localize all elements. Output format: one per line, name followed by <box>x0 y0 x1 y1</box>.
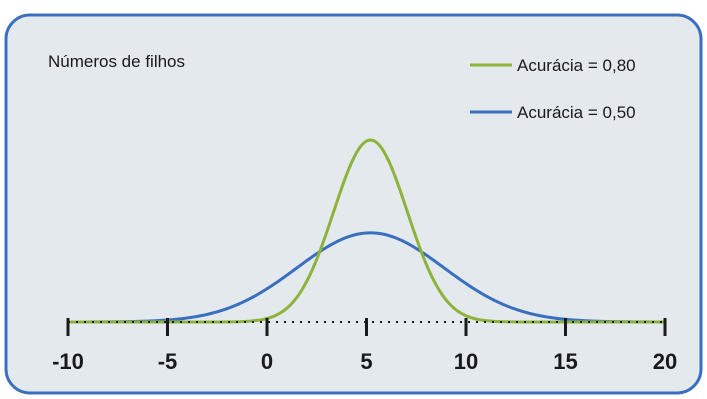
x-tick-label: 20 <box>653 349 677 374</box>
x-tick-label: 0 <box>261 349 273 374</box>
x-tick-label: 10 <box>454 349 478 374</box>
legend-label-accuracy-050: Acurácia = 0,50 <box>517 103 636 122</box>
x-tick-label: 15 <box>553 349 577 374</box>
chart-title: Números de filhos <box>48 52 185 71</box>
x-axis: -10 -5 0 5 10 15 20 <box>52 318 677 374</box>
legend: Acurácia = 0,80 Acurácia = 0,50 <box>470 56 636 122</box>
x-tick-label: -10 <box>52 349 84 374</box>
chart-frame <box>4 13 703 395</box>
legend-label-accuracy-080: Acurácia = 0,80 <box>517 56 636 75</box>
x-tick-label: 5 <box>360 349 372 374</box>
x-tick-label: -5 <box>158 349 178 374</box>
